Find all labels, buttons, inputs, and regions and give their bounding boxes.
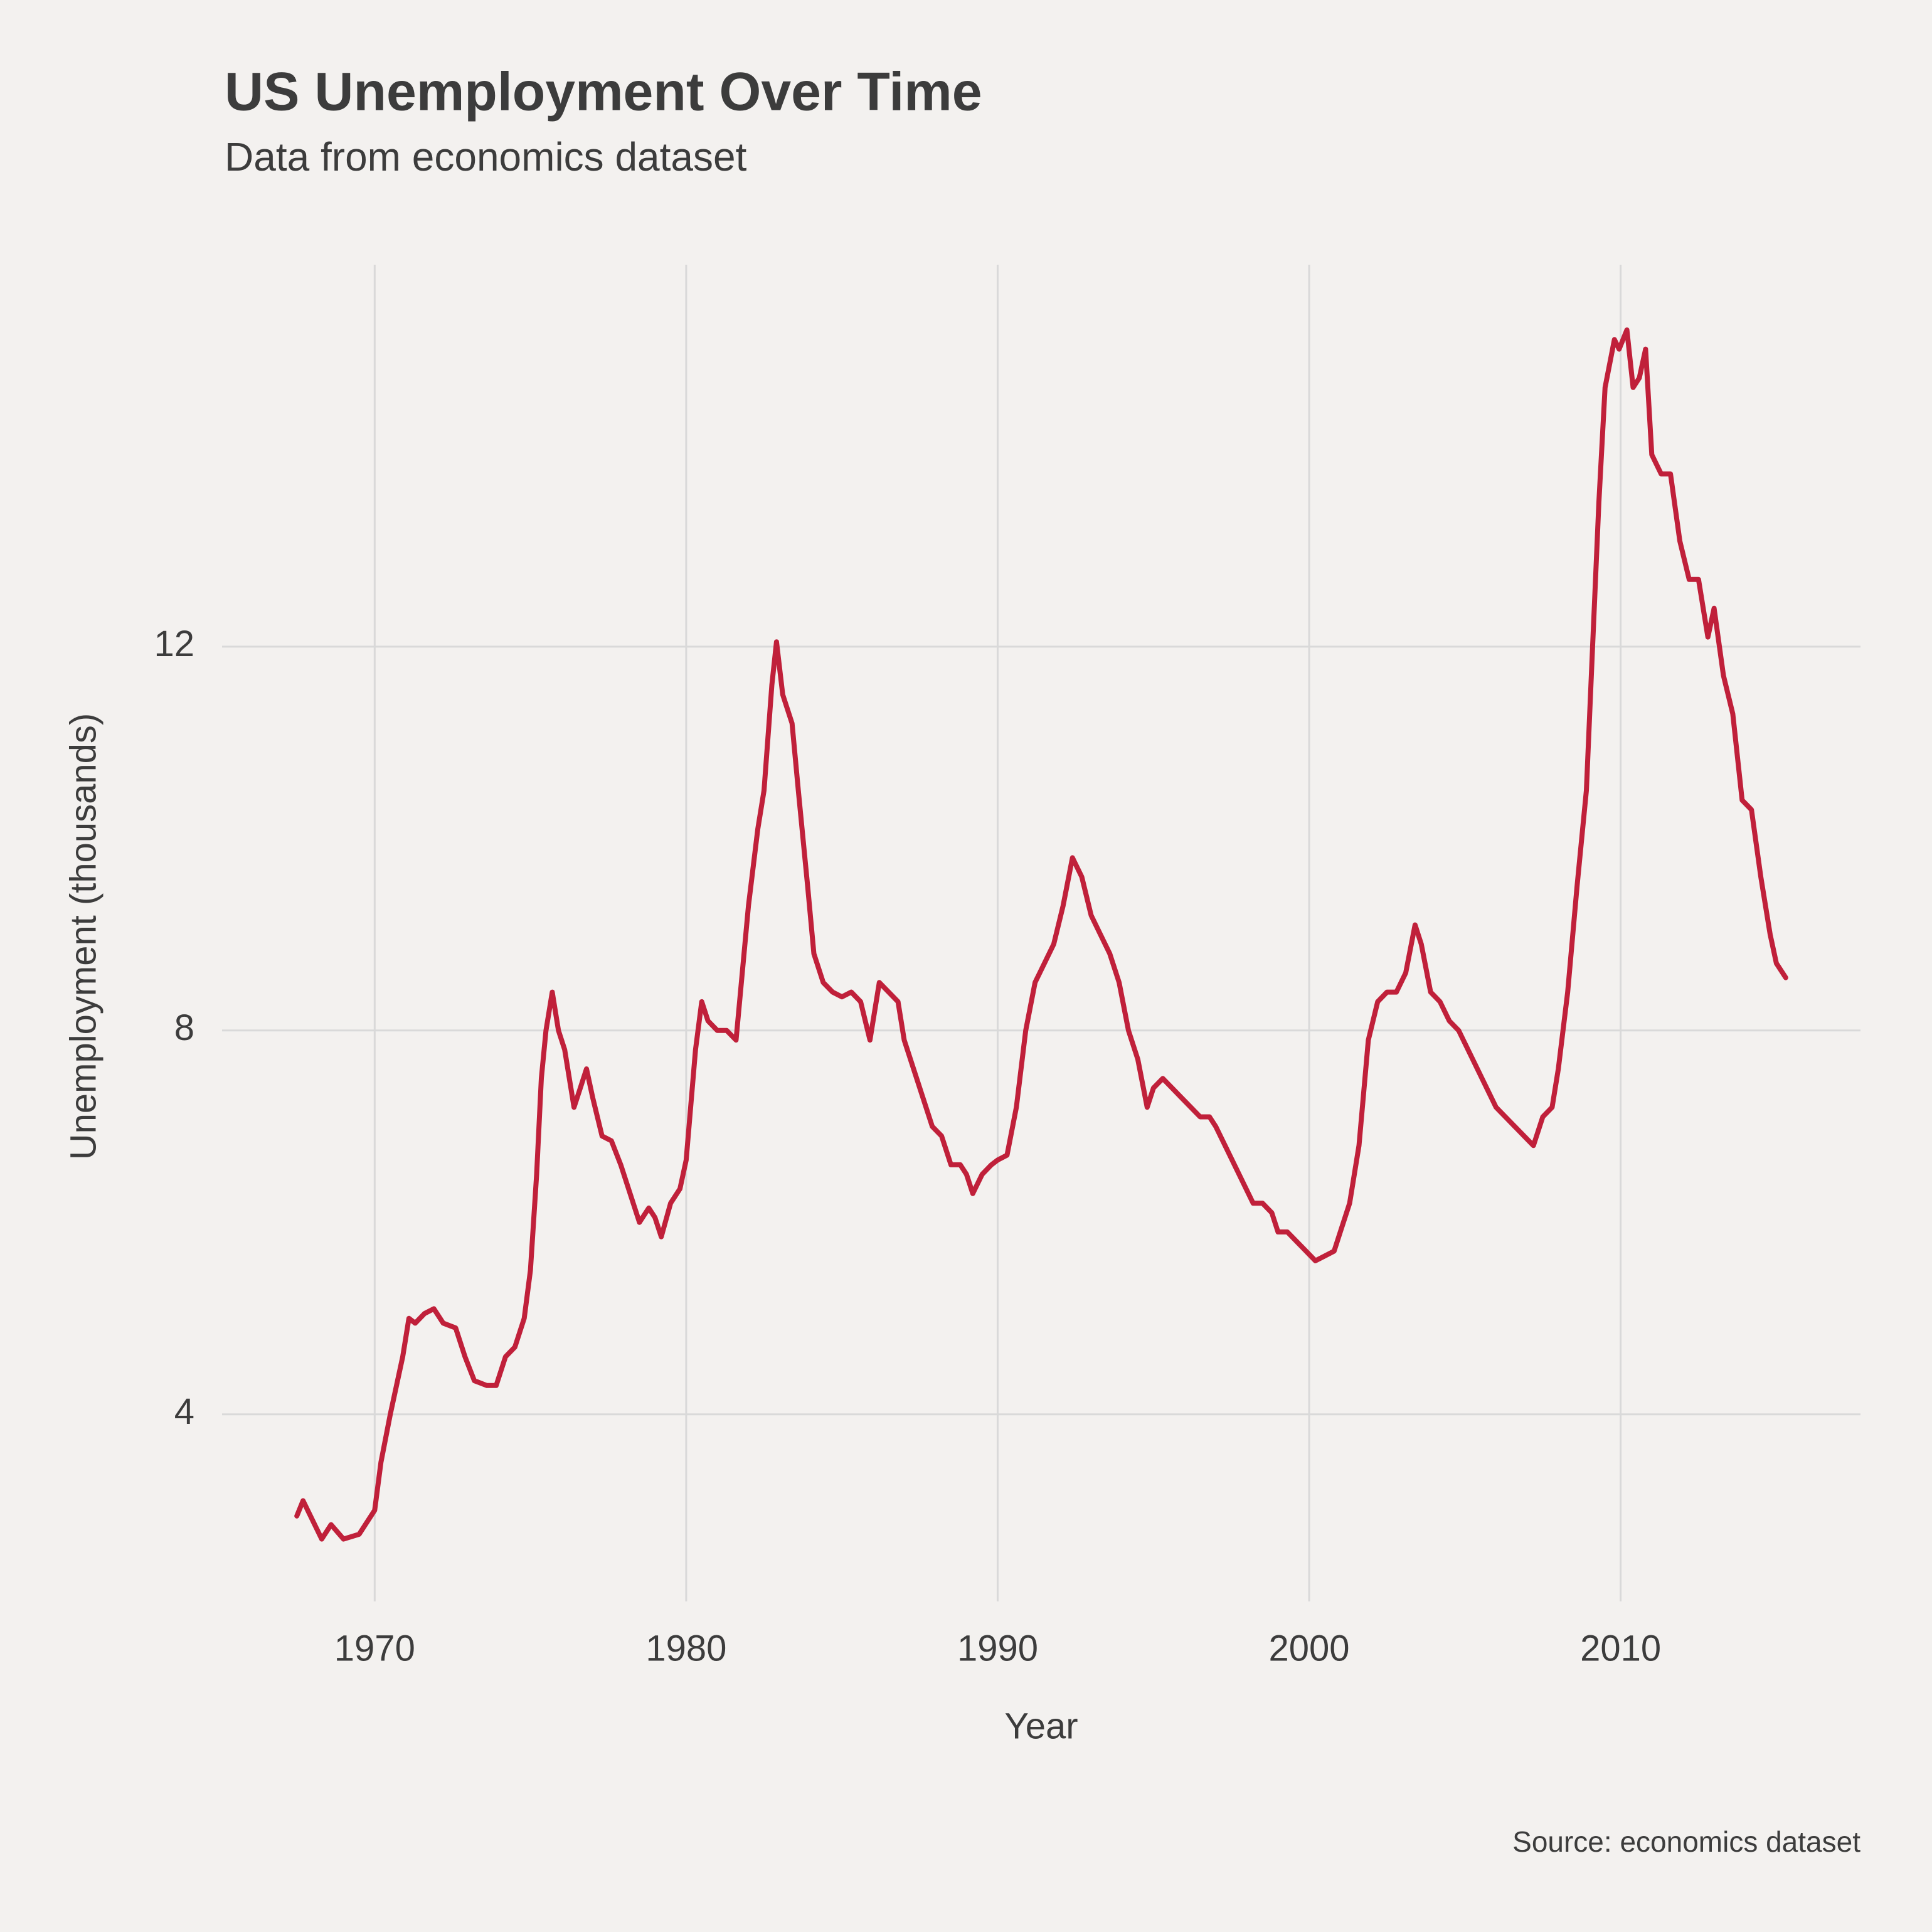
y-tick-label: 12 xyxy=(154,624,194,664)
data-line xyxy=(294,327,1788,1542)
chart-subtitle: Data from economics dataset xyxy=(225,134,747,179)
x-tick-label: 2010 xyxy=(1580,1628,1661,1669)
chart-title: US Unemployment Over Time xyxy=(225,62,982,122)
grid xyxy=(222,265,1860,1601)
y-tick-label: 4 xyxy=(174,1391,194,1432)
y-tick-label: 8 xyxy=(174,1007,194,1048)
x-tick-label: 1970 xyxy=(334,1628,415,1669)
x-tick-label: 1980 xyxy=(645,1628,726,1669)
y-axis-title: Unemployment (thousands) xyxy=(63,713,104,1160)
x-tick-label: 1990 xyxy=(957,1628,1038,1669)
x-tick-label: 2000 xyxy=(1269,1628,1350,1669)
caption: Source: economics dataset xyxy=(1512,1825,1860,1858)
x-axis-title: Year xyxy=(1004,1706,1078,1746)
